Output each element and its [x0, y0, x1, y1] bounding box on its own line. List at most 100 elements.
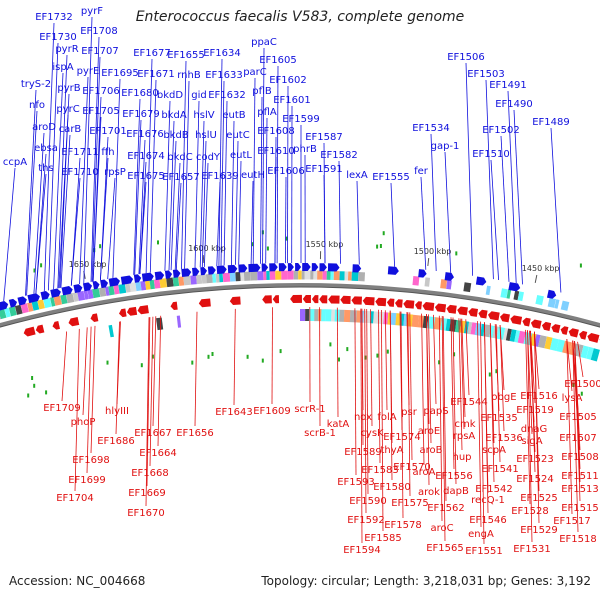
gene-label-forward: EF1510 — [472, 149, 510, 160]
leader-line — [338, 160, 341, 264]
leader-line — [513, 109, 523, 285]
reverse-gene-arrow — [35, 324, 45, 334]
gene-label-forward: rnhB — [177, 70, 201, 81]
reverse-gene-tile — [590, 348, 600, 362]
leader-line — [138, 139, 146, 275]
gene-label-reverse: EF1699 — [68, 475, 106, 486]
forward-gene-arrow — [164, 270, 173, 279]
forward-gene-tile — [554, 299, 560, 309]
forward-gene-tile — [201, 274, 207, 284]
rna-marker — [33, 383, 36, 388]
gene-label-forward: EF1555 — [372, 172, 410, 183]
leader-line — [461, 318, 466, 418]
leader-line — [194, 100, 200, 268]
gene-label-reverse: rpsA — [453, 431, 476, 442]
forward-gene-tile — [440, 279, 448, 289]
leader-line — [223, 100, 228, 266]
leader-line — [534, 331, 540, 524]
leader-line — [145, 58, 153, 274]
accession-text: Accession: NC_004668 — [9, 574, 146, 588]
forward-gene-arrow — [61, 286, 73, 296]
rna-marker — [488, 372, 491, 377]
reverse-gene-arrow — [170, 301, 178, 311]
gene-label-forward: bkdA — [161, 110, 186, 121]
tick-mark — [534, 274, 538, 283]
leader-line — [420, 176, 427, 270]
gene-label-reverse: EF1590 — [349, 496, 387, 507]
leader-line — [116, 321, 121, 405]
forward-gene-arrow — [508, 282, 521, 292]
gene-label-forward: EF1677 — [133, 48, 171, 59]
leader-line — [92, 116, 102, 282]
rna-marker — [40, 263, 43, 268]
forward-gene-tile — [205, 273, 213, 284]
forward-gene-tile — [310, 270, 314, 280]
gene-label-forward: pflA — [257, 107, 277, 118]
rna-marker — [279, 349, 282, 354]
gene-label-reverse: EF1709 — [43, 403, 81, 414]
gene-label-forward: nfo — [29, 100, 45, 111]
leader-line — [572, 340, 579, 533]
gene-label-forward: EF1730 — [39, 32, 77, 43]
reverse-gene-tile — [411, 314, 420, 328]
reverse-gene-arrow — [328, 295, 340, 304]
reverse-gene-tile — [349, 310, 357, 323]
forward-gene-tile — [72, 292, 79, 302]
leader-line — [566, 339, 573, 515]
reverse-gene-arrow — [541, 321, 552, 331]
leader-line — [354, 308, 357, 476]
leader-line — [90, 325, 96, 454]
tick-mark — [427, 257, 430, 267]
gene-label-reverse: EF1516 — [520, 391, 558, 402]
rna-marker — [376, 244, 379, 249]
leader-line — [276, 65, 279, 264]
gene-label-forward: bkdD — [157, 90, 183, 101]
forward-gene-tile — [98, 287, 107, 297]
gene-label-reverse: EF1541 — [481, 464, 519, 475]
forward-gene-tile — [301, 270, 305, 280]
gene-label-reverse: cysK — [360, 428, 384, 439]
gene-label-forward: EF1503 — [467, 69, 505, 80]
gene-label-reverse: dapB — [443, 486, 469, 497]
gene-label-reverse: EF1583 — [361, 465, 399, 476]
gene-label-reverse: thyA — [380, 445, 403, 456]
forward-gene-tile — [326, 270, 331, 280]
gene-label-forward: EF1502 — [482, 125, 520, 136]
leader-line — [274, 156, 277, 264]
gene-label-forward: EF1705 — [82, 106, 120, 117]
reverse-gene-tile — [356, 310, 361, 323]
gene-label-forward: eutL — [230, 150, 252, 161]
gene-label-reverse: katA — [327, 419, 350, 430]
leader-line — [83, 16, 93, 284]
leader-line — [499, 324, 505, 432]
gene-label-forward: eutC — [226, 130, 249, 141]
leader-line — [134, 119, 142, 275]
forward-gene-tile — [330, 270, 334, 280]
gene-label-reverse: phoP — [71, 417, 96, 428]
leader-line — [250, 180, 254, 265]
forward-gene-tile — [153, 279, 161, 289]
gene-label-forward: aroD — [32, 122, 56, 133]
rna-marker — [580, 391, 583, 396]
forward-gene-tile — [178, 276, 185, 286]
forward-gene-tile — [92, 288, 101, 299]
leader-line — [48, 42, 59, 291]
reverse-gene-tile — [339, 309, 345, 322]
gene-label-forward: lexA — [346, 170, 368, 181]
gene-label-reverse: hlyIII — [105, 406, 129, 417]
forward-gene-tile — [344, 271, 349, 281]
gene-label-reverse: obgE — [491, 392, 516, 403]
gene-label-reverse: EF1578 — [384, 520, 422, 531]
gene-label-forward: EF1610 — [257, 146, 295, 157]
rna-marker — [151, 354, 154, 359]
gene-label-forward: EF1608 — [257, 126, 295, 137]
reverse-gene-arrow — [560, 326, 569, 335]
gene-label-reverse: EF1551 — [465, 546, 503, 557]
gene-label-forward: EF1674 — [127, 151, 165, 162]
gene-label-reverse: EF1517 — [553, 516, 591, 527]
forward-gene-arrow — [192, 267, 200, 276]
gene-label-reverse: aroC — [430, 523, 453, 534]
gene-label-forward: EF1633 — [205, 70, 243, 81]
reverse-gene-tile — [568, 342, 576, 356]
forward-gene-tile — [347, 271, 352, 281]
